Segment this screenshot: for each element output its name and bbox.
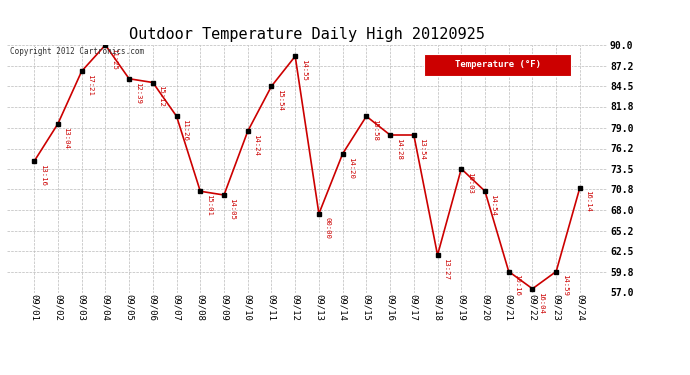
Text: 12:39: 12:39 bbox=[135, 81, 141, 104]
Text: 13:27: 13:27 bbox=[443, 258, 449, 280]
Text: 14:05: 14:05 bbox=[230, 198, 235, 220]
Text: 00:00: 00:00 bbox=[324, 216, 331, 238]
Text: 14:20: 14:20 bbox=[348, 156, 354, 178]
Text: 17:21: 17:21 bbox=[87, 74, 93, 96]
Text: 16:14: 16:14 bbox=[586, 190, 591, 212]
Text: 11:25: 11:25 bbox=[111, 48, 117, 70]
FancyBboxPatch shape bbox=[424, 54, 571, 76]
Text: 10:16: 10:16 bbox=[514, 274, 520, 296]
Text: 13:04: 13:04 bbox=[63, 126, 70, 148]
Text: 13:16: 13:16 bbox=[40, 164, 46, 186]
Text: 13:54: 13:54 bbox=[420, 138, 425, 160]
Text: 16:04: 16:04 bbox=[538, 291, 544, 314]
Text: 14:28: 14:28 bbox=[395, 138, 402, 160]
Text: 15:58: 15:58 bbox=[372, 119, 378, 141]
Text: 11:26: 11:26 bbox=[182, 119, 188, 141]
Text: 15:12: 15:12 bbox=[159, 85, 164, 107]
Title: Outdoor Temperature Daily High 20120925: Outdoor Temperature Daily High 20120925 bbox=[129, 27, 485, 42]
Text: 14:54: 14:54 bbox=[491, 194, 497, 216]
Text: 14:24: 14:24 bbox=[253, 134, 259, 156]
Text: 16:03: 16:03 bbox=[467, 171, 473, 194]
Text: 15:01: 15:01 bbox=[206, 194, 212, 216]
Text: 14:59: 14:59 bbox=[562, 274, 568, 296]
Text: Temperature (°F): Temperature (°F) bbox=[455, 60, 541, 69]
Text: 14:55: 14:55 bbox=[301, 59, 307, 81]
Text: Copyright 2012 Cartronics.com: Copyright 2012 Cartronics.com bbox=[10, 48, 144, 57]
Text: 15:54: 15:54 bbox=[277, 89, 283, 111]
